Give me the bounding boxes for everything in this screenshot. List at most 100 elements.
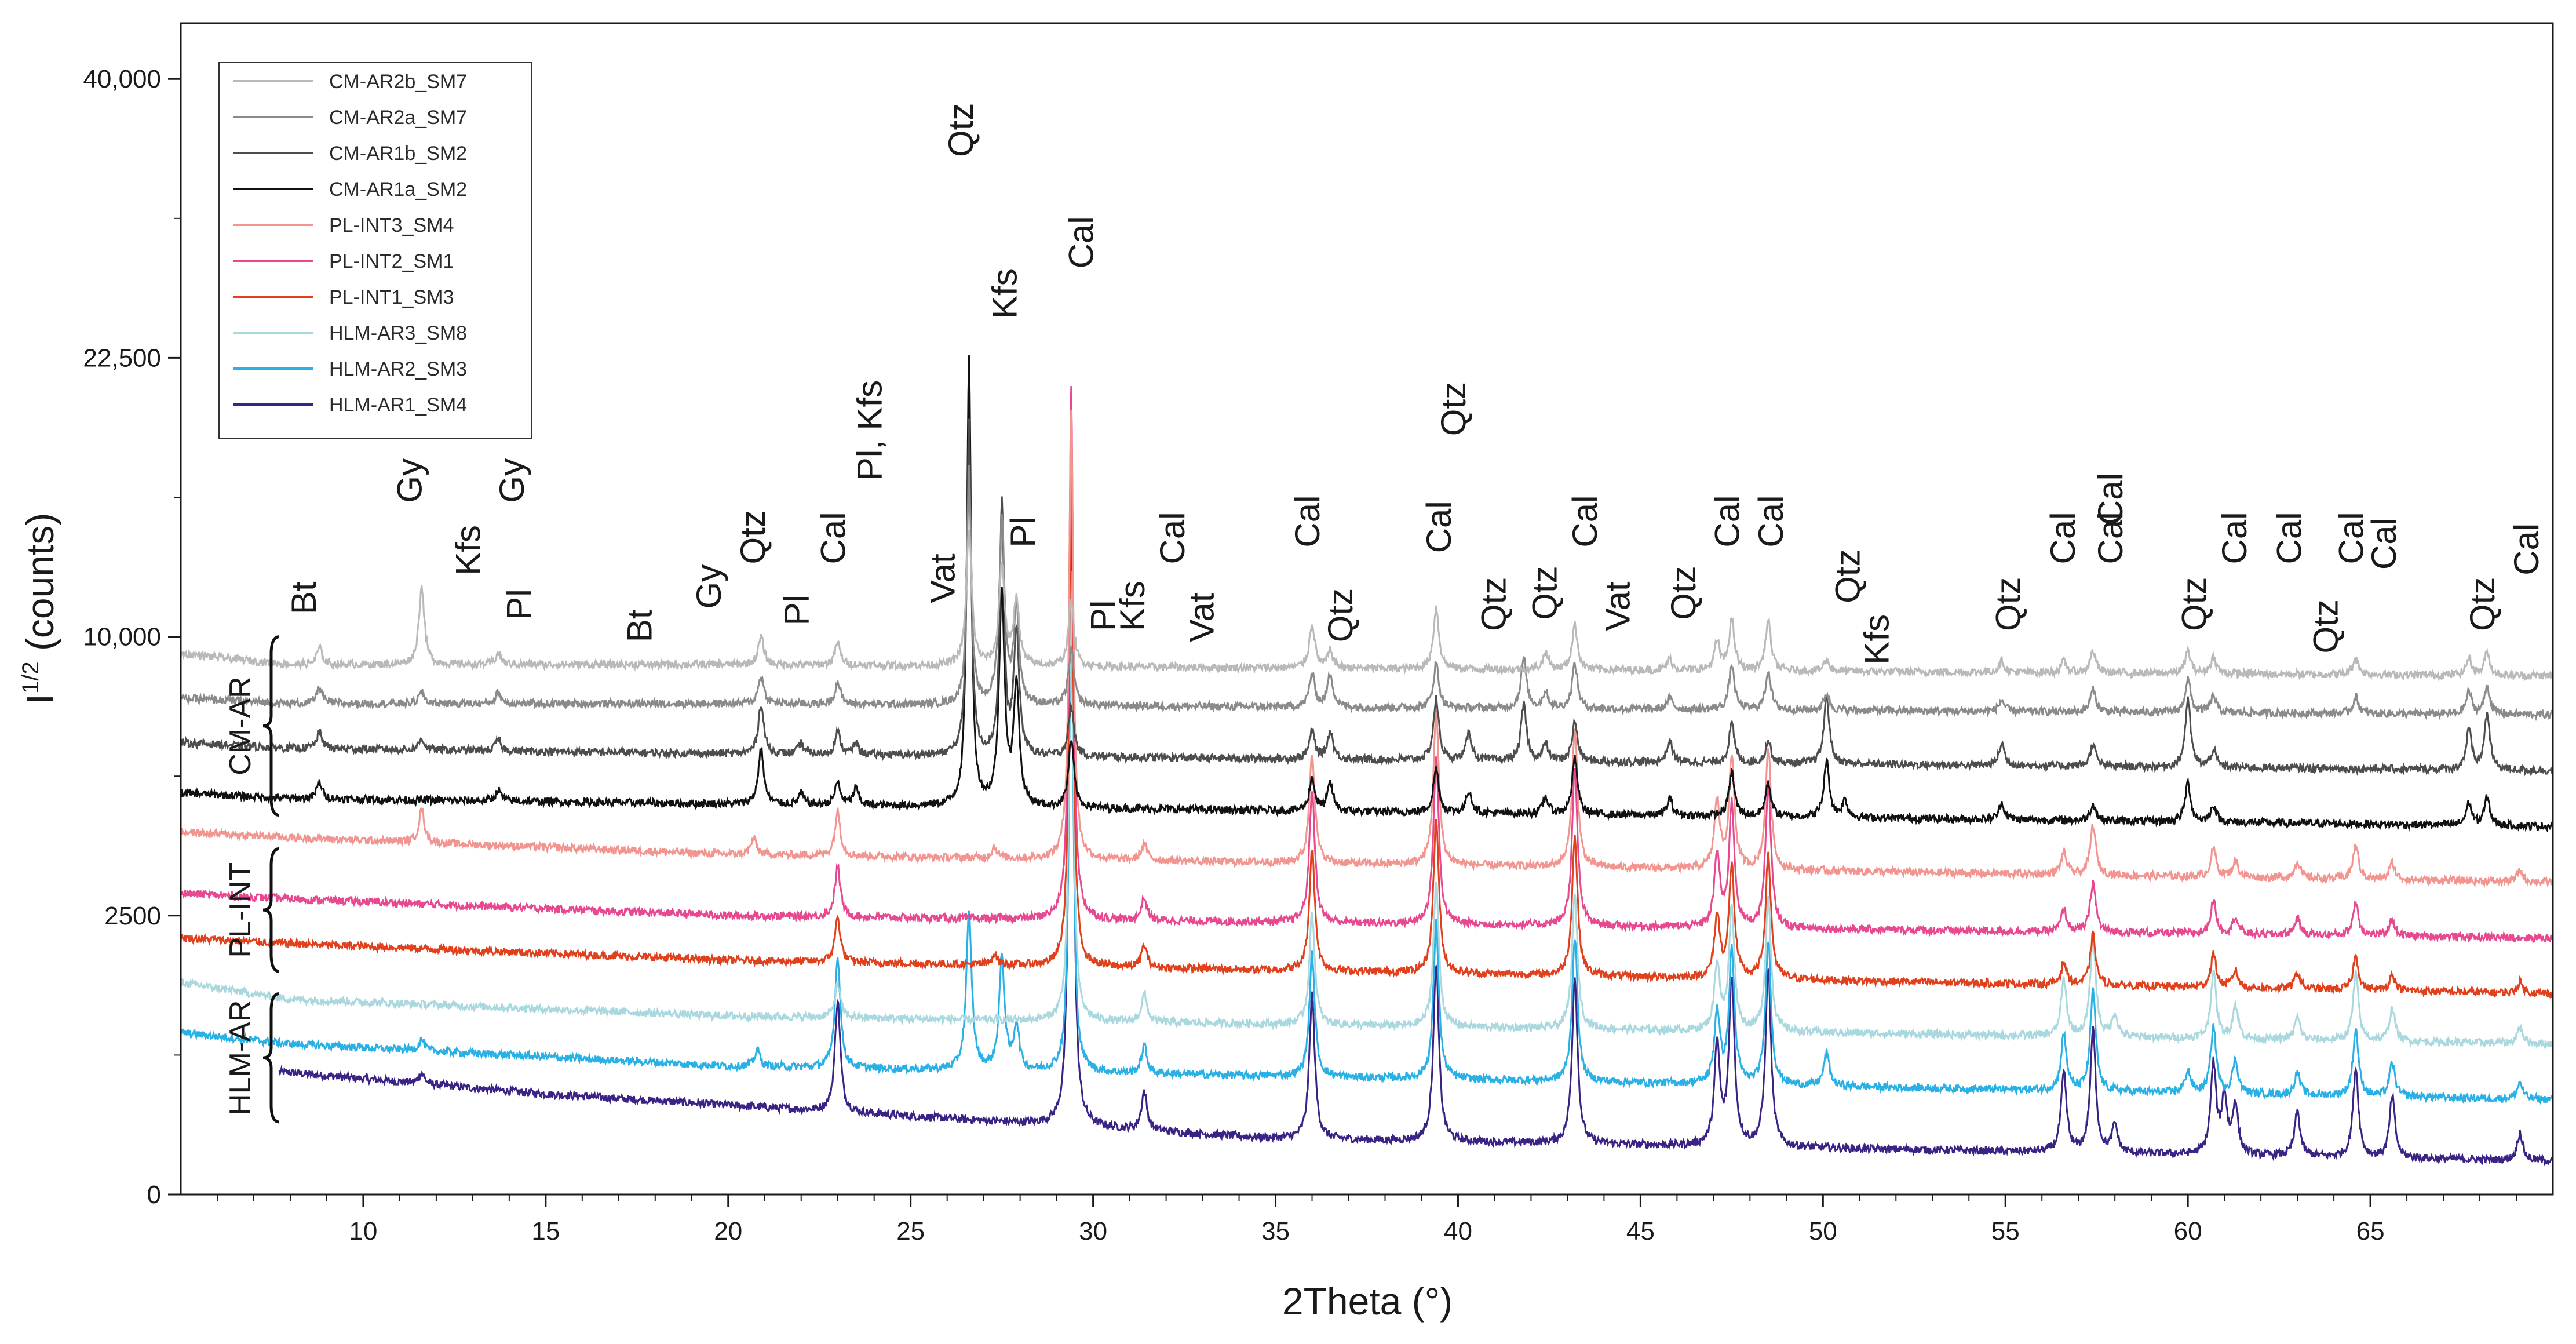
- peak-label-cal: Cal: [1566, 496, 1604, 548]
- peak-label-cal: Cal: [1288, 496, 1327, 548]
- peak-label-kfs: Kfs: [1113, 581, 1152, 631]
- peak-label-qtz: Qtz: [1474, 577, 1513, 631]
- peak-label-qtz: Qtz: [1434, 382, 1473, 436]
- peak-label-cal: Cal: [2215, 512, 2254, 564]
- x-tick-label: 15: [531, 1217, 560, 1245]
- x-tick-label: 40: [1444, 1217, 1472, 1245]
- peak-label-cal: Cal: [1420, 501, 1458, 553]
- peak-label-bt: Bt: [284, 581, 323, 614]
- series-line-cm-ar2b-sm7: [180, 529, 2552, 682]
- x-tick-label: 55: [1991, 1217, 2020, 1245]
- legend-label-cm-ar1a-sm2: CM-AR1a_SM2: [329, 179, 467, 201]
- peak-label-cal: Cal: [813, 512, 852, 564]
- peak-label-pl-kfs: Pl, Kfs: [850, 380, 889, 480]
- group-brace-hlm-ar: [262, 992, 280, 1124]
- peak-label-cal: Cal: [2091, 512, 2130, 564]
- legend: CM-AR2b_SM7 CM-AR2a_SM7 CM-AR1b_SM2 CM-AR1a…: [218, 62, 532, 439]
- x-axis: 10 15 20 25 30 35 40 45 50 55 60 65: [216, 1194, 2517, 1245]
- y-axis-title-tail: (counts): [19, 513, 61, 662]
- peak-label-kfs: Kfs: [1858, 614, 1896, 665]
- peak-label-bt: Bt: [621, 609, 659, 642]
- series-line-cm-ar1a-sm2: [180, 355, 2553, 832]
- peak-label-pl: Pl: [777, 595, 816, 625]
- series-line-pl-int1-sm3: [180, 477, 2553, 999]
- x-axis-title: 2Theta (°): [1282, 1280, 1453, 1323]
- peak-label-pl: Pl: [1004, 516, 1042, 547]
- series-line-cm-ar1b-sm2: [180, 418, 2553, 777]
- y-tick-label: 0: [147, 1181, 161, 1209]
- peak-label-cal: Cal: [2332, 512, 2371, 564]
- peak-label-qtz: Qtz: [1321, 588, 1360, 642]
- peak-label-vat: Vat: [1183, 592, 1221, 642]
- x-tick-label: 45: [1626, 1217, 1655, 1245]
- legend-label-pl-int3-sm4: PL-INT3_SM4: [329, 214, 454, 236]
- peak-label-qtz: Qtz: [1828, 549, 1867, 603]
- group-label-pl-int: PL-INT: [224, 862, 257, 958]
- peak-label-pl: Pl: [1083, 600, 1122, 631]
- x-tick-label: 30: [1079, 1217, 1107, 1245]
- y-axis-title-sup: 1/2: [18, 661, 43, 694]
- plot-frame: [180, 22, 2554, 1196]
- legend-label-cm-ar2b-sm7: CM-AR2b_SM7: [329, 71, 467, 93]
- peak-label-cal: Cal: [1707, 496, 1746, 548]
- series-layer: [180, 355, 2553, 1167]
- legend-label-hlm-ar3-sm8: HLM-AR3_SM8: [329, 322, 467, 344]
- peak-label-cal: Cal: [2507, 523, 2546, 576]
- peak-label-kfs: Kfs: [449, 525, 488, 576]
- series-line-cm-ar2a-sm7: [180, 465, 2553, 722]
- legend-label-cm-ar2a-sm7: CM-AR2a_SM7: [329, 107, 467, 129]
- legend-label-hlm-ar2-sm3: HLM-AR2_SM3: [329, 358, 467, 380]
- peak-label-cal: Cal: [2044, 512, 2082, 564]
- group-brace-cm-ar: [262, 635, 280, 817]
- peak-label-gy: Gy: [492, 458, 531, 503]
- peak-label-pl: Pl: [500, 589, 539, 620]
- peak-label-cal: Cal: [2269, 512, 2308, 564]
- series-line-hlm-ar3-sm8: [180, 571, 2553, 1051]
- peak-label-kfs: Kfs: [985, 268, 1024, 319]
- peak-label-qtz: Qtz: [1988, 577, 2027, 631]
- y-tick-label: 22,500: [83, 344, 161, 372]
- peak-label-qtz: Qtz: [1526, 566, 1564, 620]
- series-line-pl-int3-sm4: [180, 410, 2553, 888]
- legend-label-hlm-ar1-sm4: HLM-AR1_SM4: [329, 394, 467, 416]
- x-tick-label: 10: [349, 1217, 377, 1245]
- series-line-hlm-ar2-sm3: [180, 596, 2553, 1106]
- peak-label-cal: Cal: [1752, 496, 1790, 548]
- group-brace-pl-int: [262, 847, 280, 973]
- peak-label-qtz: Qtz: [2175, 577, 2214, 631]
- y-tick-label: 40,000: [83, 65, 161, 93]
- x-tick-label: 65: [2356, 1217, 2385, 1245]
- peak-label-qtz: Qtz: [2463, 577, 2502, 631]
- x-tick-label: 20: [714, 1217, 742, 1245]
- peak-label-cal: Cal: [1062, 216, 1101, 268]
- legend-box: [218, 62, 532, 439]
- peak-label-qtz: Qtz: [942, 103, 980, 157]
- peak-label-qtz: Qtz: [1664, 566, 1703, 620]
- y-axis-title-main: I: [19, 694, 61, 704]
- legend-label-cm-ar1b-sm2: CM-AR1b_SM2: [329, 143, 467, 165]
- series-line-pl-int2-sm1: [180, 386, 2553, 944]
- group-brace-layer: CM-AR PL-INT HLM-AR: [224, 635, 280, 1124]
- peak-label-qtz: Qtz: [734, 510, 772, 564]
- group-label-hlm-ar: HLM-AR: [224, 1000, 257, 1116]
- peak-label-gy: Gy: [689, 564, 728, 609]
- peak-label-gy: Gy: [391, 458, 429, 503]
- y-axis-title: I1/2 (counts): [18, 513, 61, 705]
- legend-label-pl-int1-sm3: PL-INT1_SM3: [329, 286, 454, 308]
- x-tick-label: 60: [2174, 1217, 2202, 1245]
- x-tick-label: 25: [896, 1217, 925, 1245]
- legend-label-pl-int2-sm1: PL-INT2_SM1: [329, 250, 454, 272]
- peak-label-cal: Cal: [1153, 512, 1192, 564]
- group-label-cm-ar: CM-AR: [224, 676, 257, 775]
- y-axis: 0 2500 10,000 22,500 40,000: [83, 65, 181, 1209]
- peak-label-vat: Vat: [1599, 581, 1637, 631]
- peak-label-cal: Cal: [2365, 518, 2403, 570]
- y-tick-label: 2500: [104, 902, 161, 930]
- peak-label-qtz: Qtz: [2306, 599, 2345, 653]
- y-tick-label: 10,000: [83, 623, 161, 651]
- peak-label-cal: Cal: [2091, 473, 2130, 525]
- x-tick-label: 35: [1261, 1217, 1290, 1245]
- series-line-hlm-ar1-sm4: [278, 484, 2553, 1167]
